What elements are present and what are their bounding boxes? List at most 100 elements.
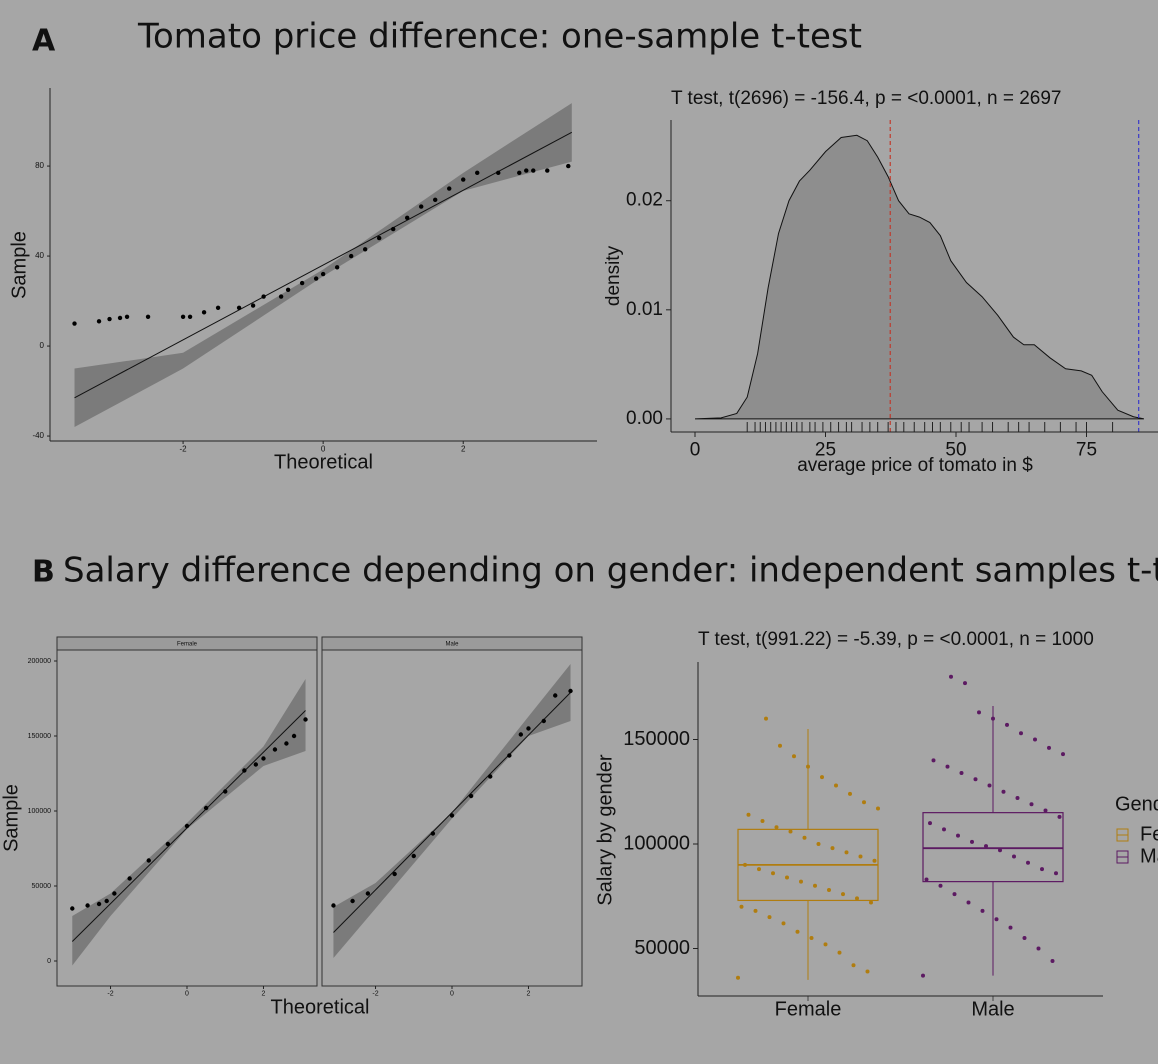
jitter-point: [977, 710, 981, 715]
jitter-point: [736, 975, 740, 980]
panel-title: Tomato price difference: one-sample t-te…: [137, 17, 862, 57]
jitter-point: [1043, 808, 1048, 813]
jitter-point: [949, 674, 953, 679]
jitter-point: [851, 963, 856, 968]
jitter-point: [837, 950, 842, 955]
jitter-point: [931, 758, 936, 763]
point: [461, 177, 466, 182]
jitter-point: [1054, 871, 1058, 876]
x-tick-label: 0: [690, 439, 701, 460]
point: [568, 688, 573, 694]
jitter-point: [764, 716, 768, 721]
point: [242, 768, 247, 773]
jitter-point: [876, 806, 880, 811]
point: [284, 741, 289, 746]
jitter-point: [980, 908, 985, 913]
point: [107, 316, 112, 322]
jitter-point: [1001, 789, 1006, 794]
legend-title: Gender: [1115, 793, 1158, 815]
jitter-point: [823, 942, 828, 947]
jitter-point: [778, 743, 782, 748]
jitter-point: [1057, 814, 1062, 819]
legend-label: Male: [1140, 845, 1158, 867]
x-tick-label: -2: [107, 991, 113, 998]
point: [236, 305, 242, 311]
jitter-point: [855, 896, 859, 901]
jitter-point: [739, 904, 744, 909]
jitter-point: [802, 835, 807, 840]
facet-label: Male: [445, 642, 459, 648]
jitter-point: [928, 821, 932, 826]
point: [96, 319, 102, 324]
y-tick-label: 50000: [634, 937, 690, 959]
y-tick-label: 0.01: [626, 299, 663, 320]
density-area: [694, 134, 1145, 420]
jitter-point: [952, 892, 957, 897]
point: [184, 823, 190, 829]
jitter-point: [1050, 959, 1055, 964]
jitter-point: [966, 900, 971, 905]
jitter-point: [998, 848, 1002, 853]
jitter-point: [938, 883, 943, 888]
jitter-point: [785, 875, 789, 880]
x-tick-label: 0: [450, 991, 454, 998]
jitter-point: [816, 842, 821, 846]
jitter-point: [959, 770, 964, 775]
point: [449, 813, 455, 818]
jitter-point: [830, 846, 835, 851]
point: [253, 762, 259, 767]
point: [524, 168, 529, 173]
x-axis-label: Theoretical: [271, 996, 370, 1018]
y-axis-label: density: [603, 245, 624, 306]
jitter-point: [792, 754, 796, 759]
point: [272, 747, 278, 752]
x-axis-label: average price of tomato in $: [797, 455, 1033, 476]
point: [390, 226, 396, 232]
x-tick-label: Female: [775, 998, 842, 1020]
jitter-point: [774, 825, 779, 830]
x-tick-label: 25: [815, 439, 836, 460]
jitter-point: [1015, 796, 1020, 801]
y-tick-label: 100000: [28, 808, 51, 815]
point: [250, 303, 256, 308]
point: [488, 774, 493, 779]
jitter-point: [1029, 802, 1034, 807]
confidence-band: [333, 663, 571, 958]
point: [85, 903, 90, 908]
jitter-point: [746, 812, 751, 817]
jitter-point: [841, 892, 845, 897]
jitter-point: [781, 921, 786, 926]
jitter-point: [963, 681, 967, 686]
y-tick-label: 150000: [623, 728, 690, 750]
x-tick-label: 2: [461, 445, 466, 454]
point: [541, 718, 546, 724]
y-tick-label: 0.02: [626, 190, 663, 211]
jitter-point: [809, 936, 814, 941]
point: [526, 726, 531, 731]
point: [433, 197, 438, 203]
point: [430, 831, 436, 836]
confidence-band: [72, 678, 306, 966]
x-tick-label: -2: [372, 991, 378, 998]
point: [201, 310, 207, 315]
jitter-point: [973, 777, 978, 782]
y-tick-label: 0.00: [626, 408, 663, 429]
point: [531, 168, 536, 173]
point: [313, 276, 319, 281]
y-axis-label: Salary by gender: [594, 754, 616, 906]
point: [468, 793, 474, 799]
facet-strip: [321, 636, 583, 651]
point: [475, 170, 480, 176]
jitter-point: [844, 850, 849, 855]
jitter-point: [753, 908, 758, 913]
point: [545, 168, 550, 173]
reference-line: [333, 692, 571, 933]
subtitle: T test, t(991.22) = -5.39, p = <0.0001, …: [698, 629, 1094, 650]
point: [223, 789, 228, 794]
x-axis-label: Theoretical: [274, 451, 373, 473]
y-tick-label: 0: [40, 341, 45, 350]
jitter-point: [1033, 737, 1037, 742]
jitter-point: [760, 819, 765, 824]
jitter-point: [994, 917, 999, 922]
point: [278, 294, 284, 299]
